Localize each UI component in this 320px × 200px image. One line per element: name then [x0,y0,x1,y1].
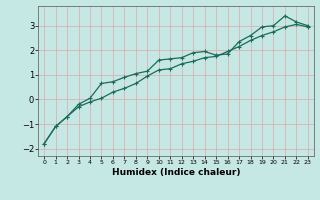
X-axis label: Humidex (Indice chaleur): Humidex (Indice chaleur) [112,168,240,177]
